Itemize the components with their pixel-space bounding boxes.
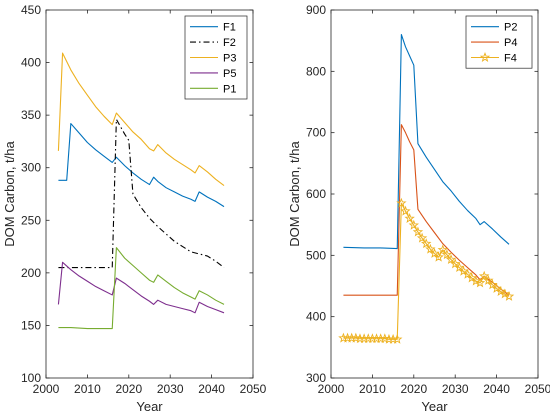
legend: F1 F2 P3 P5 P1	[184, 15, 248, 100]
y-tick-label: 300	[21, 161, 41, 175]
legend-label-p1: P1	[223, 83, 236, 95]
series-marker-f4	[437, 244, 448, 255]
series-marker-f4	[416, 232, 428, 243]
series-marker-f4	[470, 275, 482, 286]
series-marker-f4	[503, 290, 515, 301]
series-marker-f4	[454, 262, 465, 273]
series-marker-f4	[474, 277, 486, 288]
series-line-p3	[57, 52, 225, 187]
series-marker-f4	[487, 279, 498, 290]
series-marker-f4	[499, 288, 511, 299]
legend-label-f2: F2	[223, 37, 236, 49]
y-tick-label: 700	[306, 126, 326, 140]
series-marker-f4	[425, 243, 436, 254]
y-tick-label: 900	[306, 3, 326, 17]
series-marker-f4	[408, 219, 420, 230]
x-tick-label: 2000	[33, 382, 60, 396]
y-axis-label: DOM Carbon, t/ha	[2, 140, 17, 246]
legend-label-p3: P3	[223, 53, 236, 65]
series-line-p1	[58, 247, 225, 330]
legend-label-p4: P4	[504, 37, 517, 49]
series-line-p5	[57, 261, 225, 314]
y-tick-label: 300	[306, 371, 326, 385]
legend-label-p5: P5	[223, 68, 236, 80]
series-line-f2	[58, 118, 225, 269]
x-axis-label: Year	[136, 399, 163, 414]
series-marker-f4	[433, 251, 444, 262]
x-tick-label: 2000	[318, 382, 345, 396]
y-tick-label: 150	[21, 318, 41, 332]
y-tick-label: 600	[306, 187, 326, 201]
y-tick-label: 450	[21, 3, 41, 17]
series-marker-f4	[449, 258, 461, 269]
series-marker-f4	[412, 226, 424, 237]
series-marker-f4	[483, 274, 494, 285]
x-tick-label: 2040	[483, 382, 510, 396]
x-tick-label: 2030	[157, 382, 184, 396]
x-tick-label: 2010	[359, 382, 386, 396]
x-tick-label: 2030	[442, 382, 469, 396]
axes-box	[45, 9, 254, 379]
series-marker-f4	[404, 213, 415, 223]
legend: P2 P4 F4	[465, 15, 533, 69]
y-tick-label: 250	[21, 213, 41, 227]
right-chart: 2000 2010 2020 2030 2040 2050 300 400 500 600 700 8…	[287, 3, 550, 414]
x-tick-label: 2020	[115, 382, 142, 396]
legend-label-p2: P2	[504, 22, 517, 34]
series-marker-f4	[445, 254, 457, 265]
y-tick-label: 100	[21, 371, 41, 385]
x-axis-label: Year	[421, 399, 448, 414]
left-chart: 2000 2010 2020 2030 2040 2050 100 150 200 250 300 3…	[2, 3, 267, 414]
series-marker-f4	[462, 268, 473, 279]
series-marker-f4	[495, 286, 506, 296]
series-marker-f4	[421, 238, 432, 249]
y-tick-label: 800	[306, 64, 326, 78]
y-tick-label: 200	[21, 266, 41, 280]
y-tick-label: 400	[21, 56, 41, 70]
x-tick-label: 2010	[74, 382, 101, 396]
x-tick-label: 2050	[525, 382, 550, 396]
series-marker-f4	[400, 205, 411, 216]
y-tick-label: 500	[306, 248, 326, 262]
series-marker-f4	[429, 248, 440, 258]
legend-label-f4: F4	[504, 53, 517, 65]
series-line-p2	[343, 33, 510, 250]
series-marker-f4	[441, 249, 453, 260]
legend-label-f1: F1	[223, 22, 236, 34]
series-marker-f4	[396, 197, 407, 208]
legend-marker-f4	[479, 52, 491, 62]
y-axis-label: DOM Carbon, t/ha	[287, 140, 302, 246]
series-marker-f4	[392, 333, 403, 344]
x-tick-label: 2040	[198, 382, 225, 396]
plot-area	[331, 10, 538, 378]
series-line-f1	[58, 123, 225, 208]
x-tick-label: 2020	[400, 382, 427, 396]
series-marker-f4	[478, 270, 490, 281]
y-tick-label: 400	[306, 310, 326, 324]
x-tick-label: 2050	[240, 382, 267, 396]
y-tick-label: 350	[21, 108, 41, 122]
